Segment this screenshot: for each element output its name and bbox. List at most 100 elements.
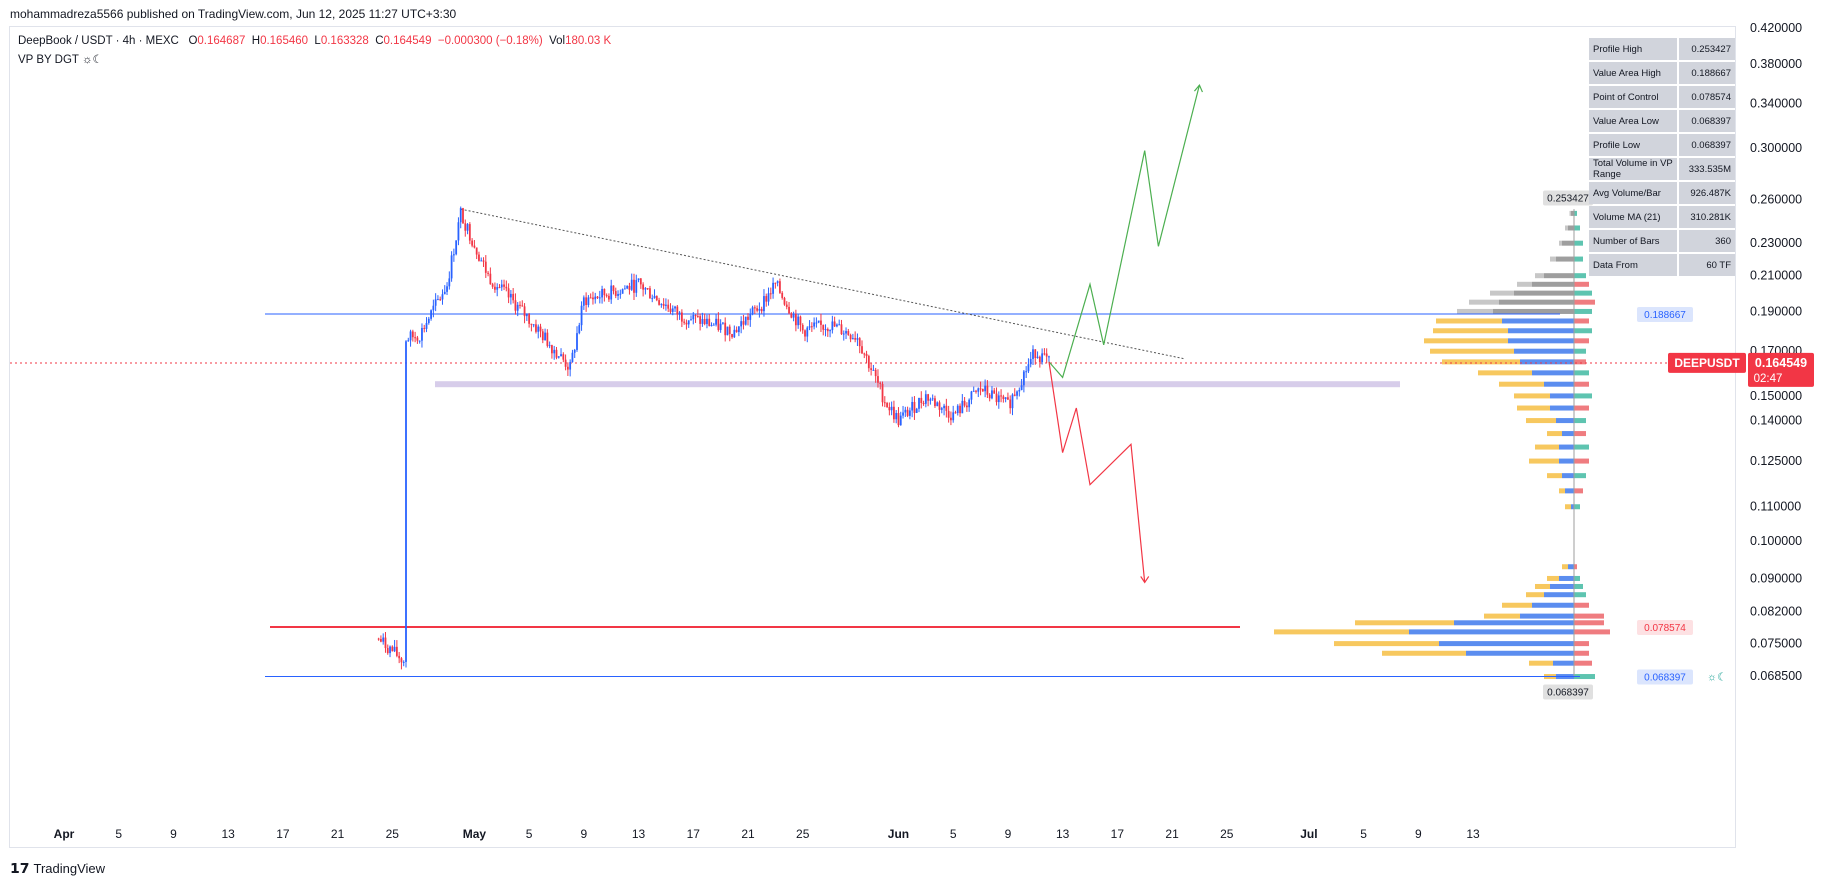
x-tick-label: 25	[796, 827, 810, 841]
candle-body	[642, 284, 645, 290]
indicator-legend[interactable]: VP BY DGT ☼☾	[18, 54, 103, 66]
candle-body	[553, 349, 556, 354]
candle-body	[662, 303, 665, 306]
value-area-high-label-box	[1637, 306, 1693, 322]
volume-profile-bar	[1535, 444, 1559, 450]
symbol-description[interactable]: DeepBook / USDT · 4h · MEXC	[18, 35, 179, 47]
candle-body	[915, 408, 918, 413]
candle-body	[380, 639, 382, 642]
candle-body	[457, 222, 460, 241]
candle-body	[1045, 353, 1048, 357]
volume-profile-bar	[1514, 393, 1550, 399]
candle-body	[849, 334, 852, 340]
candle-body	[703, 318, 706, 325]
x-tick-label: 17	[276, 827, 290, 841]
candle-body	[824, 329, 827, 331]
candle-body	[580, 305, 583, 326]
candle-body	[537, 326, 540, 332]
candle-body	[621, 289, 624, 294]
candle-body	[706, 318, 708, 325]
candle-body	[464, 223, 467, 231]
candle-body	[455, 240, 458, 255]
candle-body	[671, 308, 674, 312]
candle-body	[872, 369, 875, 371]
candle-body	[635, 280, 638, 293]
candle-body	[521, 305, 524, 307]
candle-body	[430, 310, 432, 319]
candle-body	[899, 415, 902, 426]
candle-body	[1018, 389, 1021, 392]
volume-profile-delta-bar	[1574, 564, 1577, 570]
candle-body	[617, 294, 619, 296]
candle-body	[1004, 397, 1007, 399]
volume-profile-bar	[1550, 256, 1556, 262]
volume-profile-bar	[1547, 431, 1562, 437]
candle-body	[416, 337, 419, 341]
tradingview-logo[interactable]: 𝟭𝟳 TradingView	[10, 860, 105, 877]
volume-profile-bar	[1547, 575, 1559, 581]
volume-profile-delta-bar	[1574, 650, 1589, 656]
candle-body	[539, 326, 542, 332]
candle-body	[676, 306, 679, 315]
candle-body	[956, 405, 959, 413]
volume-profile-bar	[1556, 418, 1574, 424]
volume-profile-bar	[1559, 444, 1574, 450]
x-tick-label: Apr	[54, 827, 75, 841]
stats-label: Avg Volume/Bar	[1589, 182, 1677, 204]
candle-body	[972, 390, 975, 392]
candle-body	[480, 260, 483, 262]
stats-value: 0.253427	[1679, 38, 1735, 60]
candle-body	[516, 304, 519, 311]
volume-profile-delta-bar	[1574, 308, 1592, 314]
stats-label: Point of Control	[1589, 86, 1677, 108]
candle-body	[446, 286, 448, 292]
candle-body	[851, 338, 854, 340]
stats-row: Total Volume in VP Range 333.535M	[1589, 158, 1735, 180]
candle-body	[432, 305, 435, 311]
candle-body	[525, 314, 528, 317]
y-tick-label: 0.082000	[1750, 605, 1802, 619]
volume-profile-bar	[1569, 210, 1571, 216]
candle-body	[601, 288, 603, 298]
volume-profile-bar	[1355, 620, 1454, 626]
volume-profile-bar	[1457, 308, 1493, 314]
candle-body	[760, 308, 763, 312]
candle-body	[947, 410, 950, 418]
candle-body	[452, 254, 455, 256]
candle-body	[997, 395, 1000, 403]
candle-body	[813, 322, 816, 327]
candle-body	[651, 298, 654, 300]
volume-profile-bar	[1334, 641, 1439, 647]
x-tick-label: May	[463, 827, 487, 841]
stats-label: Number of Bars	[1589, 230, 1677, 252]
candle-body	[680, 312, 683, 322]
volume-profile-bar	[1436, 318, 1502, 324]
candle-body	[950, 417, 952, 421]
candle-body	[847, 331, 850, 335]
candle-body	[842, 333, 845, 335]
candle-body	[598, 297, 601, 299]
volume-profile-bar	[1532, 370, 1574, 376]
volume-profile-delta-bar	[1574, 328, 1592, 334]
y-tick-label: 0.340000	[1750, 97, 1802, 111]
candle-body	[377, 638, 380, 640]
volume-profile-bar	[1526, 418, 1556, 424]
candle-body	[678, 312, 681, 315]
candle-body	[512, 293, 515, 301]
volume-profile-bar	[1502, 602, 1532, 608]
candle-body	[546, 332, 549, 346]
profile-low-bottom-label: 0.068397	[1547, 688, 1589, 699]
candle-body	[503, 284, 505, 287]
volume-profile-bar	[1424, 338, 1508, 344]
candle-body	[854, 338, 857, 340]
candle-body	[605, 295, 608, 297]
volume-profile-delta-bar	[1574, 660, 1592, 666]
countdown-timer: 02:47	[1754, 373, 1783, 385]
candle-body	[744, 316, 747, 325]
stats-row: Point of Control 0.078574	[1589, 86, 1735, 108]
volume-profile-bar	[1562, 564, 1568, 570]
stats-label: Value Area Low	[1589, 110, 1677, 132]
publisher-line: mohammadreza5566 published on TradingVie…	[10, 7, 457, 21]
volume-profile-bar	[1544, 273, 1574, 279]
